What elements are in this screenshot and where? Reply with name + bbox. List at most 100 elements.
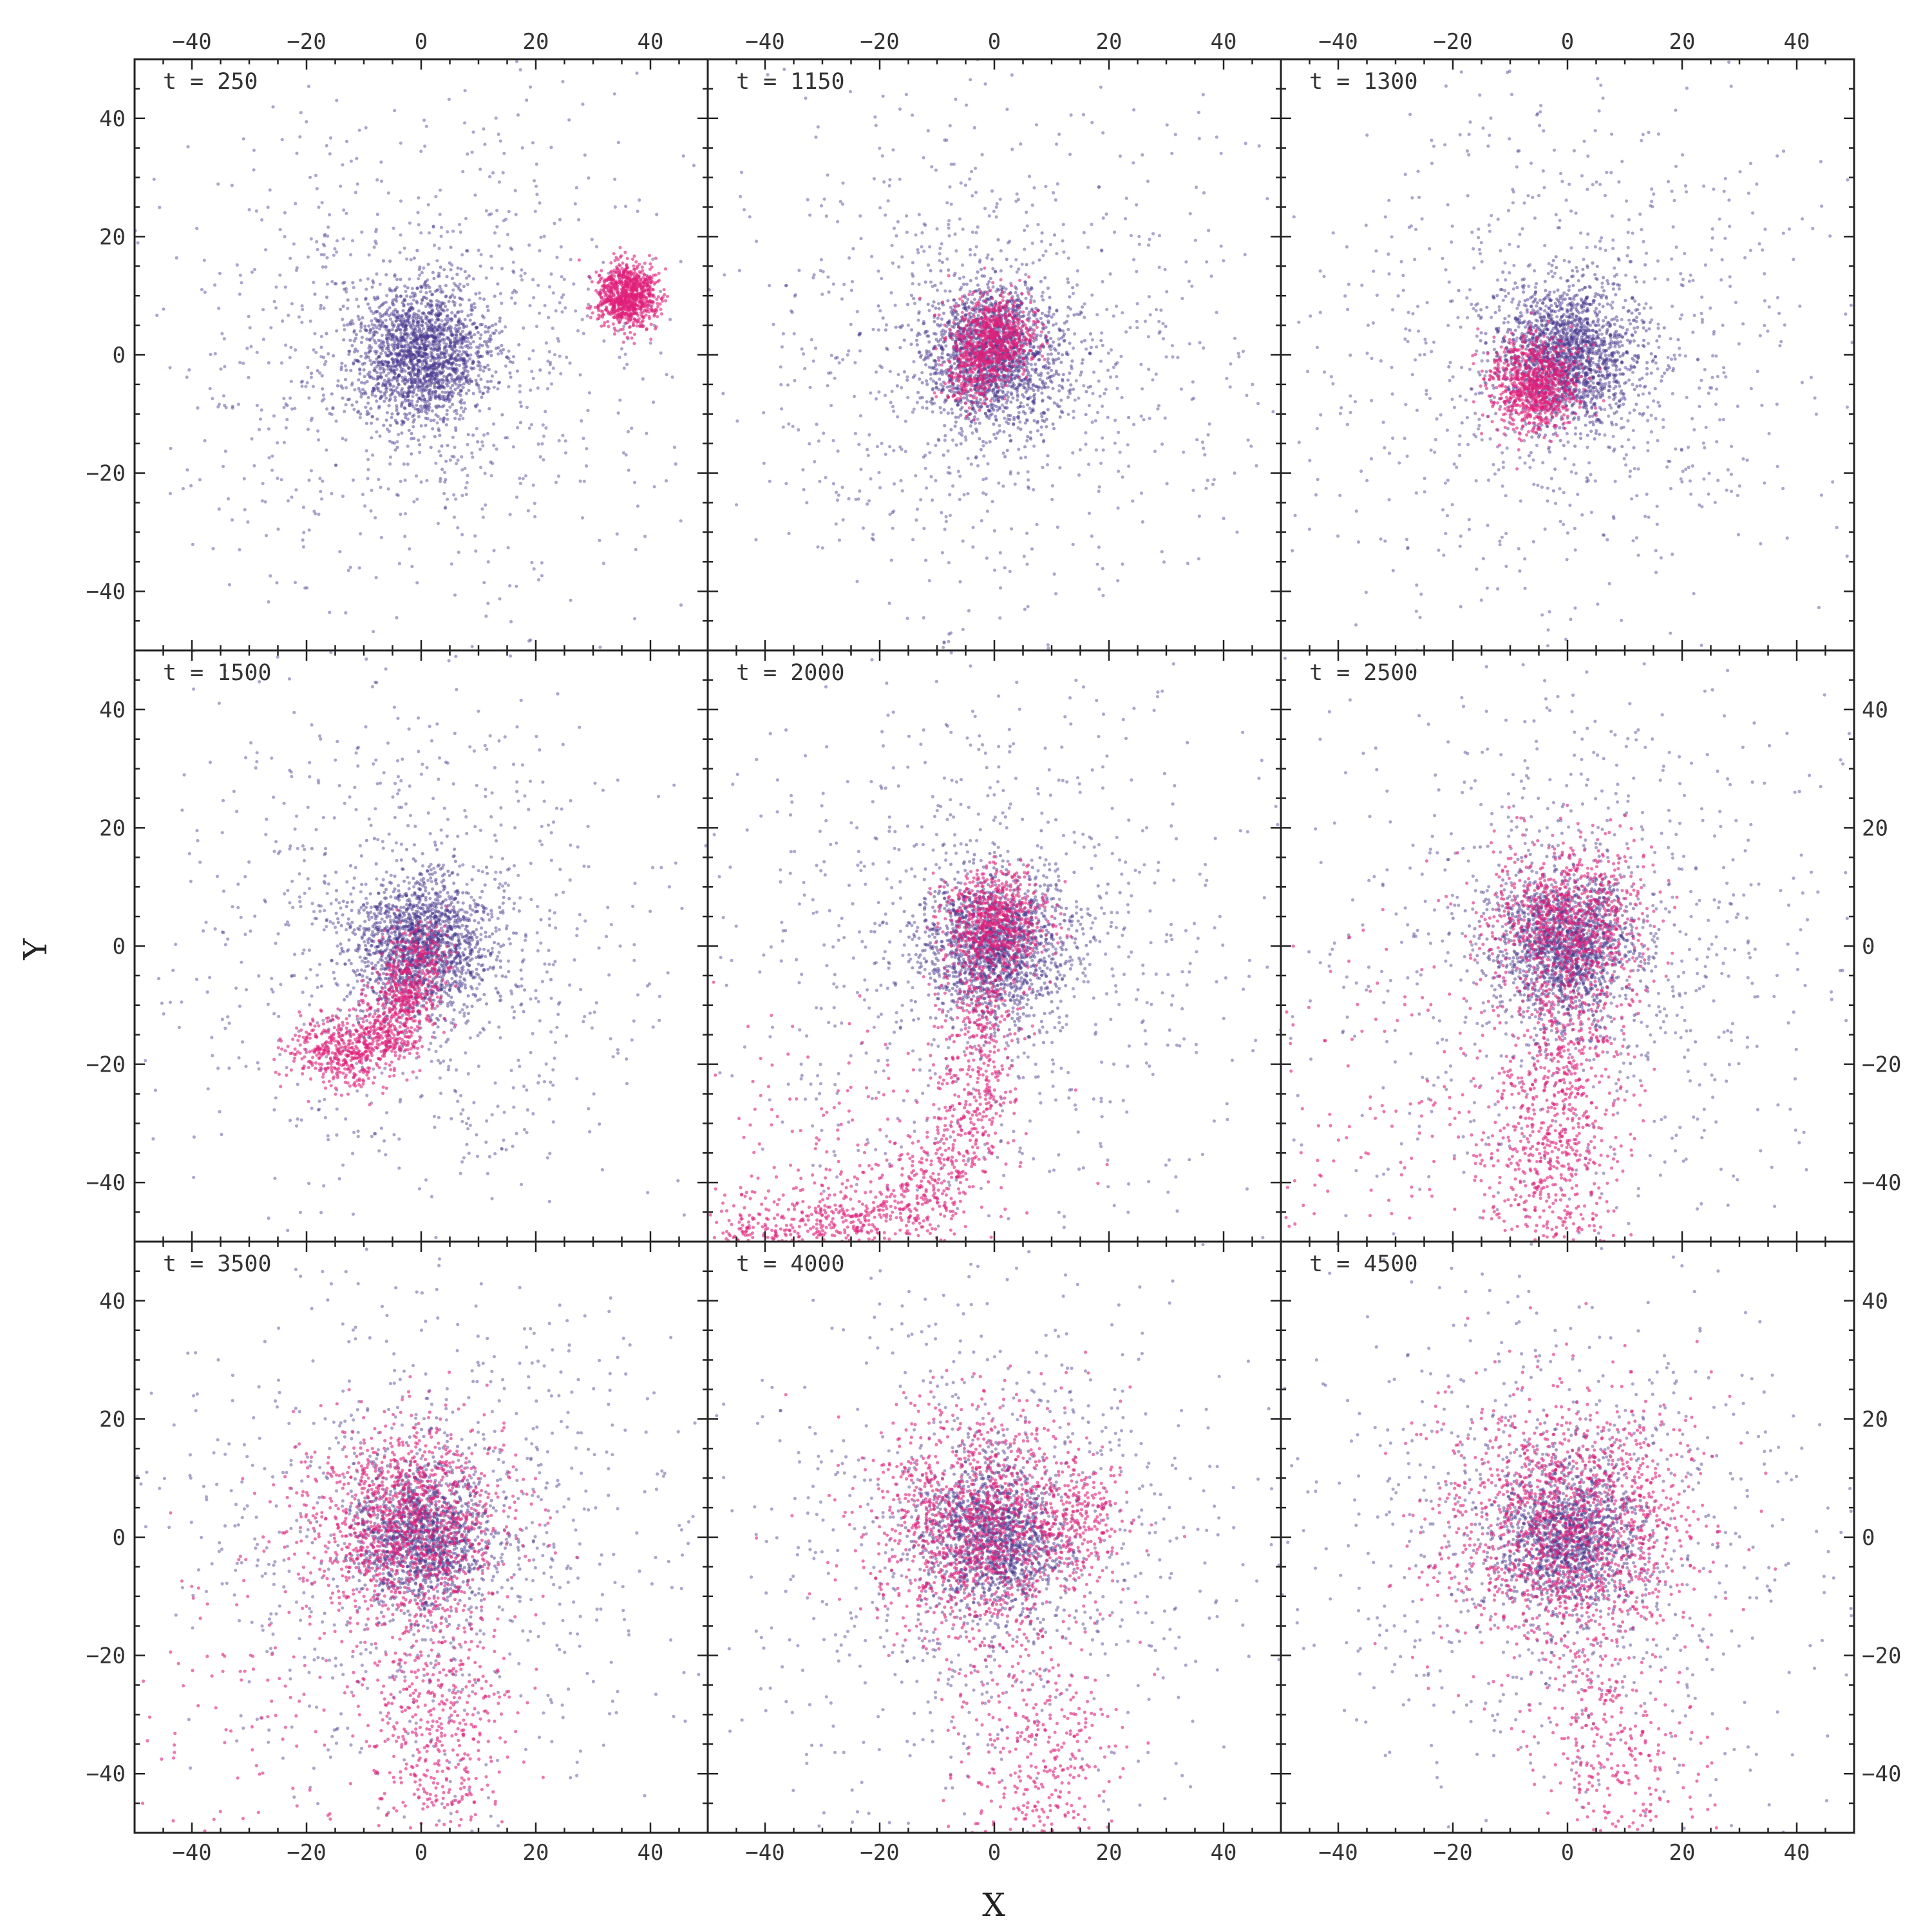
scatter-point: [345, 386, 348, 390]
scatter-point: [988, 440, 992, 444]
scatter-point: [1019, 427, 1023, 431]
scatter-point: [656, 315, 659, 319]
scatter-point: [580, 317, 584, 321]
scatter-point: [448, 345, 452, 348]
scatter-point: [349, 368, 353, 373]
scatter-point: [465, 325, 469, 328]
scatter-point: [483, 385, 487, 389]
scatter-point: [420, 323, 424, 328]
scatter-point: [393, 352, 397, 355]
scatter-point: [486, 305, 489, 308]
scatter-point: [323, 244, 327, 248]
scatter-point: [605, 285, 610, 290]
scatter-point: [295, 151, 299, 155]
scatter-point: [600, 324, 603, 328]
scatter-point: [494, 116, 498, 120]
scatter-point: [437, 304, 440, 308]
scatter-point: [243, 507, 247, 512]
scatter-point: [1069, 364, 1073, 368]
scatter-point: [467, 274, 471, 278]
scatter-point: [347, 397, 351, 401]
scatter-point: [443, 326, 447, 330]
scatter-point: [1028, 374, 1033, 378]
scatter-point: [910, 328, 914, 332]
scatter-point: [628, 314, 632, 317]
scatter-point: [623, 268, 627, 272]
scatter-point: [439, 225, 444, 229]
scatter-point: [372, 377, 375, 381]
scatter-point: [607, 325, 611, 328]
scatter-point: [191, 542, 194, 547]
scatter-point: [399, 339, 403, 343]
scatter-point: [408, 277, 412, 281]
scatter-point: [415, 337, 419, 341]
scatter-point: [447, 393, 451, 397]
scatter-point: [325, 407, 329, 411]
scatter-point: [378, 312, 382, 316]
scatter-point: [365, 287, 368, 291]
scatter-point: [621, 451, 626, 455]
scatter-point: [411, 316, 415, 320]
scatter-point: [387, 314, 391, 317]
scatter-point: [379, 304, 383, 308]
scatter-point: [341, 437, 345, 440]
scatter-point: [461, 417, 465, 421]
scatter-point: [399, 319, 403, 323]
scatter-point: [361, 362, 365, 366]
scatter-point: [981, 439, 985, 444]
scatter-point: [1008, 433, 1012, 438]
scatter-point: [1072, 313, 1076, 317]
scatter-point: [333, 282, 337, 286]
scatter-point: [620, 306, 624, 310]
scatter-point: [406, 286, 410, 290]
scatter-point: [350, 381, 354, 385]
scatter-point: [940, 368, 943, 372]
scatter-point: [515, 290, 518, 294]
scatter-point: [393, 441, 397, 445]
scatter-point: [412, 370, 415, 374]
scatter-point: [529, 638, 533, 642]
scatter-point: [404, 343, 408, 347]
scatter-point: [399, 366, 404, 371]
scatter-point: [230, 518, 234, 522]
scatter-point: [964, 313, 968, 317]
scatter-point: [371, 327, 375, 330]
scatter-point: [352, 285, 355, 290]
scatter-point: [466, 249, 469, 253]
scatter-point: [444, 382, 449, 386]
scatter-point: [213, 283, 217, 287]
scatter-point: [918, 355, 923, 359]
scatter-point: [449, 329, 453, 333]
scatter-point: [451, 435, 455, 439]
scatter-point: [399, 294, 403, 298]
scatter-point: [411, 395, 415, 399]
scatter-point: [319, 334, 323, 339]
scatter-point: [620, 280, 624, 284]
scatter-point: [515, 60, 519, 64]
scatter-point: [401, 349, 404, 353]
scatter-point: [996, 399, 1000, 404]
scatter-point: [609, 297, 613, 301]
scatter-point: [344, 438, 348, 442]
scatter-point: [513, 189, 517, 193]
scatter-point: [559, 372, 563, 375]
scatter-point: [438, 188, 442, 192]
scatter-point: [346, 569, 350, 573]
scatter-point: [484, 209, 488, 213]
scatter-point: [348, 565, 352, 569]
scatter-point: [976, 283, 980, 287]
scatter-point: [380, 334, 384, 337]
scatter-point: [615, 267, 619, 271]
scatter-point: [481, 444, 485, 448]
scatter-point: [536, 283, 540, 287]
scatter-point: [252, 148, 256, 152]
scatter-point: [322, 355, 326, 359]
scatter-point: [427, 231, 431, 235]
scatter-point: [269, 574, 272, 578]
scatter-point: [448, 324, 452, 328]
scatter-point: [679, 603, 683, 607]
scatter-point: [424, 365, 428, 368]
scatter-point: [374, 310, 377, 314]
scatter-point: [1010, 392, 1014, 397]
